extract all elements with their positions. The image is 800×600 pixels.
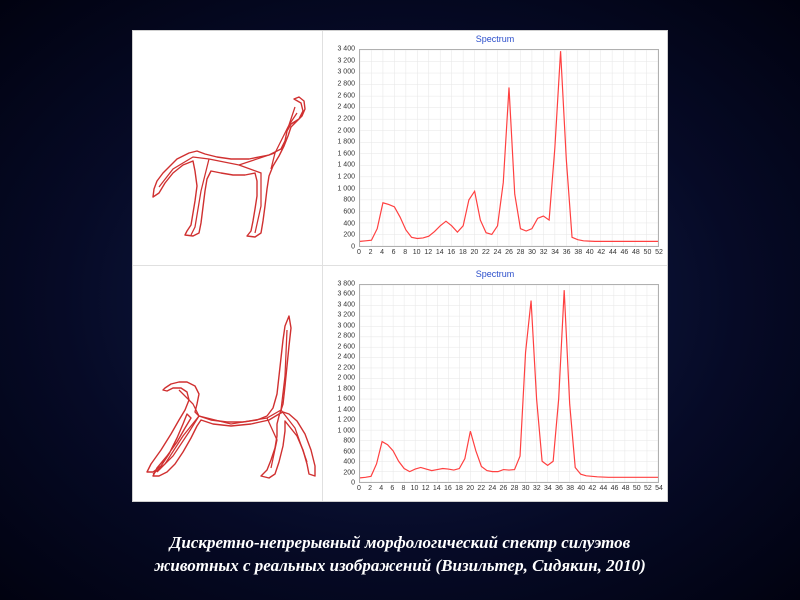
chart-plot-area: [359, 49, 659, 247]
dog-silhouette-cell: [133, 31, 323, 266]
chart-line: [360, 50, 658, 246]
chart-cat: Spectrum 02004006008001 0001 2001 4001 6…: [323, 266, 667, 501]
row-dog: Spectrum 02004006008001 0001 2001 4001 6…: [133, 31, 667, 266]
chart-title: Spectrum: [323, 266, 667, 283]
chart-dog: Spectrum 02004006008001 0001 2001 4001 6…: [323, 31, 667, 266]
cat-silhouette: [133, 266, 323, 501]
chart-plot-area: [359, 284, 659, 483]
figure-panel: Spectrum 02004006008001 0001 2001 4001 6…: [132, 30, 668, 502]
chart-line: [360, 285, 658, 482]
y-axis-labels: 02004006008001 0001 2001 4001 6001 8002 …: [323, 284, 357, 483]
dog-silhouette: [133, 31, 323, 266]
x-axis-labels: 0246810121416182022242628303234363840424…: [359, 485, 659, 499]
cat-silhouette-cell: [133, 266, 323, 501]
figure-caption: Дискретно-непрерывный морфологический сп…: [0, 532, 800, 578]
caption-line: животных с реальных изображений (Визильт…: [154, 556, 646, 575]
x-axis-labels: 0246810121416182022242628303234363840424…: [359, 249, 659, 263]
row-cat: Spectrum 02004006008001 0001 2001 4001 6…: [133, 266, 667, 501]
caption-line: Дискретно-непрерывный морфологический сп…: [170, 533, 630, 552]
y-axis-labels: 02004006008001 0001 2001 4001 6001 8002 …: [323, 49, 357, 247]
chart-title: Spectrum: [323, 31, 667, 48]
